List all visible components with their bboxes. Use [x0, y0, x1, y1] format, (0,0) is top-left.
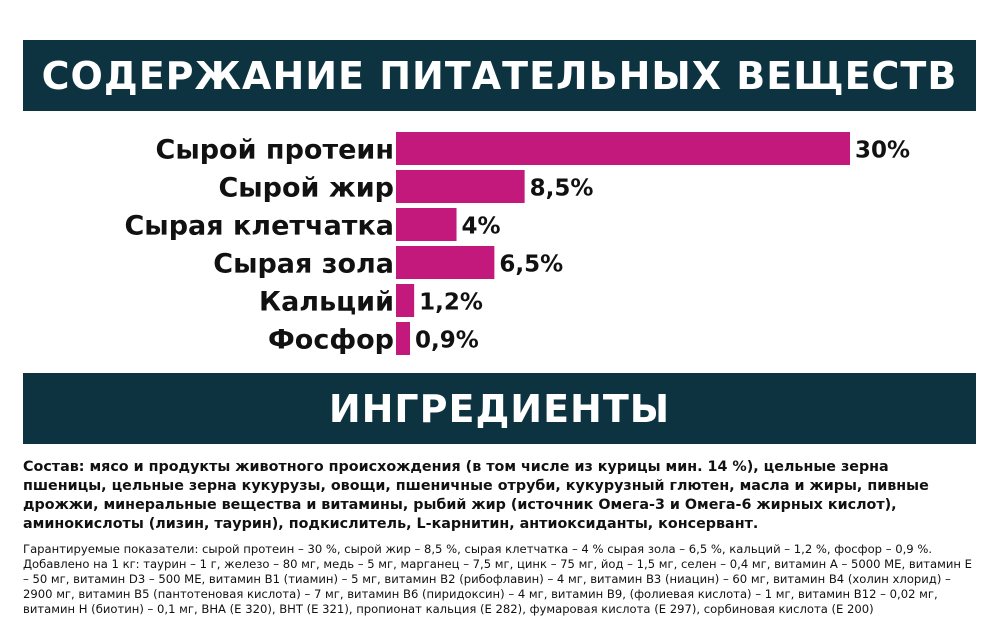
bar-0	[396, 132, 850, 165]
value-label-5: 0,9%	[415, 328, 479, 354]
category-label-2: Сырая клетчатка	[124, 211, 394, 242]
guaranteed-analysis-text: Гарантируемые показатели: сырой протеин …	[23, 542, 972, 616]
value-label-1: 8,5%	[530, 176, 594, 202]
value-label-2: 4%	[462, 214, 501, 240]
composition-text: Состав: мясо и продукты животного происх…	[23, 459, 929, 532]
bar-5	[396, 322, 410, 355]
category-label-5: Фосфор	[268, 325, 394, 356]
bar-3	[396, 246, 495, 279]
category-label-4: Кальций	[259, 287, 394, 318]
ingredients-header: ИНГРЕДИЕНТЫ	[23, 373, 976, 444]
category-label-0: Сырой протеин	[156, 135, 395, 166]
nutrient-header: СОДЕРЖАНИЕ ПИТАТЕЛЬНЫХ ВЕЩЕСТВ	[23, 40, 976, 111]
category-label-1: Сырой жир	[218, 173, 394, 204]
value-label-0: 30%	[855, 138, 910, 164]
bar-4	[396, 284, 415, 317]
bar-1	[396, 170, 525, 203]
bar-2	[396, 208, 457, 241]
nutrient-bar-chart: Сырой протеин 30% Сырой жир 8,5% Сырая клетч…	[124, 132, 910, 356]
value-label-4: 1,2%	[419, 290, 483, 316]
nutrient-header-title: СОДЕРЖАНИЕ ПИТАТЕЛЬНЫХ ВЕЩЕСТВ	[41, 53, 958, 98]
ingredients-header-title: ИНГРЕДИЕНТЫ	[328, 386, 671, 431]
value-label-3: 6,5%	[499, 252, 563, 278]
category-label-3: Сырая зола	[213, 249, 394, 280]
